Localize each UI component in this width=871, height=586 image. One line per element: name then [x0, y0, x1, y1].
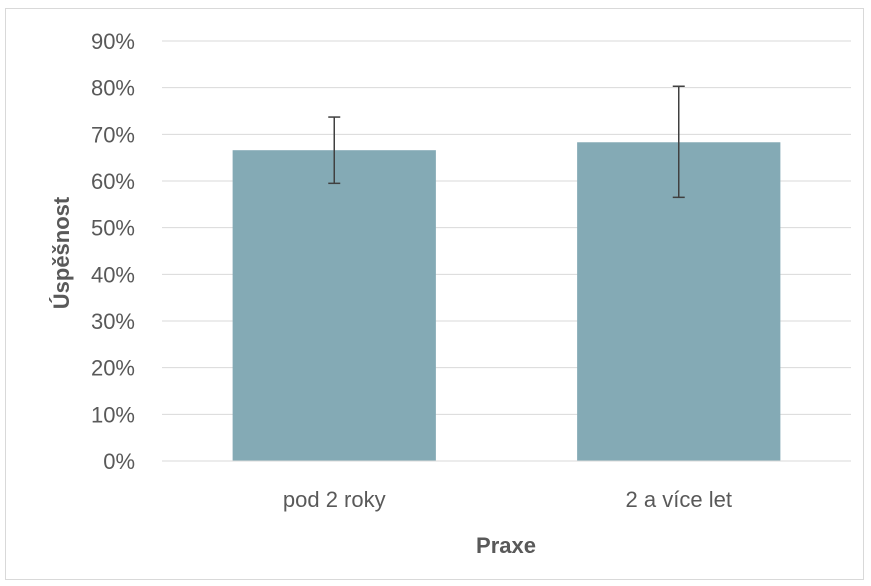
y-tick-label: 70%	[91, 122, 135, 147]
x-tick-label: 2 a více let	[626, 487, 732, 512]
x-axis-ticks: pod 2 roky 2 a více let	[283, 487, 732, 512]
y-tick-label: 40%	[91, 262, 135, 287]
x-tick-label: pod 2 roky	[283, 487, 386, 512]
error-bars	[162, 85, 851, 462]
y-axis-ticks: 0% 10% 20% 30% 40% 50% 60% 70% 80% 90%	[91, 29, 135, 474]
y-tick-label: 60%	[91, 169, 135, 194]
y-tick-label: 30%	[91, 309, 135, 334]
bar	[232, 150, 436, 461]
error-bar	[672, 85, 685, 199]
bars	[232, 142, 781, 461]
y-tick-label: 20%	[91, 356, 135, 381]
y-tick-label: 10%	[91, 402, 135, 427]
y-tick-label: 0%	[103, 449, 135, 474]
error-bar	[328, 116, 341, 185]
x-axis-title: Praxe	[476, 533, 536, 558]
y-tick-label: 50%	[91, 216, 135, 241]
y-tick-label: 90%	[91, 29, 135, 54]
y-tick-label: 80%	[91, 76, 135, 101]
y-axis-title: Úspěšnost	[49, 196, 74, 309]
